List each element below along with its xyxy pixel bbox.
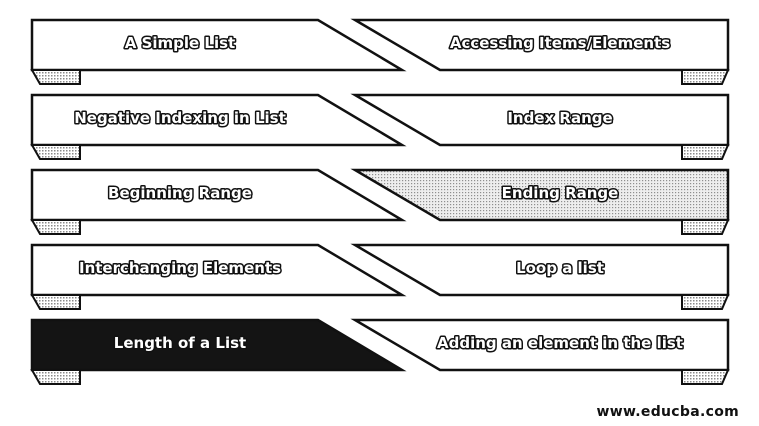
left-topic-label: A Simple List (125, 34, 235, 52)
right-ribbon: Ending Range (350, 168, 730, 235)
right-ribbon: Accessing Items/Elements (350, 18, 730, 85)
left-ribbon-fold (30, 369, 81, 385)
ribbon-row: Length of a List Adding an element in the… (30, 318, 730, 385)
left-ribbon-body (30, 18, 407, 72)
left-ribbon-body (30, 93, 407, 147)
left-ribbon-fold (30, 219, 81, 235)
left-ribbon-body (30, 243, 407, 297)
left-ribbon-fold (30, 144, 81, 160)
right-topic-label: Accessing Items/Elements (450, 34, 670, 52)
right-topic-label: Loop a list (516, 259, 604, 277)
left-ribbon-body (30, 318, 407, 372)
left-topic-label: Length of a List (114, 334, 246, 352)
left-ribbon-fold (30, 69, 81, 85)
ribbon-row: Negative Indexing in List Index Range (30, 93, 730, 160)
left-ribbon: Length of a List (30, 318, 407, 385)
website-credit: www.educba.com (596, 404, 739, 420)
right-ribbon: Index Range (350, 93, 730, 160)
left-ribbon-fold (30, 294, 81, 310)
right-ribbon: Loop a list (350, 243, 730, 310)
left-topic-label: Beginning Range (108, 184, 252, 202)
right-topic-label: Index Range (507, 109, 612, 127)
right-ribbon-fold (681, 294, 730, 310)
left-ribbon: A Simple List (30, 18, 407, 85)
left-ribbon: Beginning Range (30, 168, 407, 235)
ribbon-row: Beginning Range Ending Range (30, 168, 730, 235)
right-ribbon-fold (681, 69, 730, 85)
left-topic-label: Interchanging Elements (79, 259, 281, 277)
right-ribbon-fold (681, 369, 730, 385)
left-ribbon: Negative Indexing in List (30, 93, 407, 160)
ribbon-row: Interchanging Elements Loop a list (30, 243, 730, 310)
ribbon-row: A Simple List Accessing Items/Elements (30, 18, 730, 85)
right-ribbon: Adding an element in the list (350, 318, 730, 385)
right-ribbon-fold (681, 219, 730, 235)
right-topic-label: Ending Range (502, 184, 619, 202)
left-topic-label: Negative Indexing in List (74, 109, 286, 127)
left-ribbon: Interchanging Elements (30, 243, 407, 310)
left-ribbon-body (30, 168, 407, 222)
right-ribbon-fold (681, 144, 730, 160)
right-topic-label: Adding an element in the list (437, 334, 683, 352)
